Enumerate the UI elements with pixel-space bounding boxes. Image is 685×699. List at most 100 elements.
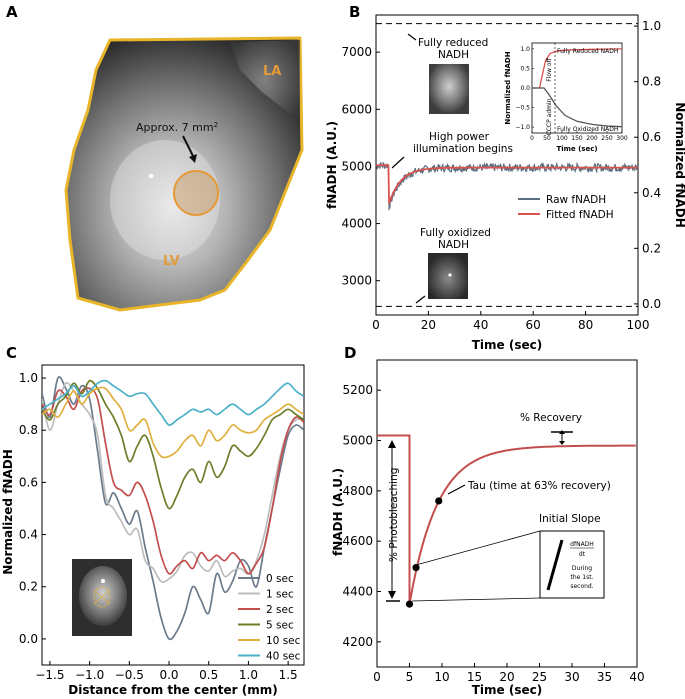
anno-reduced-2: NADH (438, 49, 469, 61)
d-xtick-label-6: 30 (564, 670, 579, 684)
reduced-thumbnail (429, 64, 469, 114)
c-xtick-label-2: −0.5 (115, 668, 144, 682)
d-box-line2: the 1st. (571, 574, 594, 581)
inset-bottom-label: Fully Oxidized NADH (557, 126, 618, 133)
d-recovery-arrowhead-down (559, 441, 565, 445)
b-legend-fit: Fitted fNADH (546, 209, 614, 221)
c-xtick-label-1: −1.0 (75, 668, 104, 682)
c-xtick-label-3: 0.0 (159, 668, 178, 682)
inset-ytick-label-2: 0.0 (520, 85, 530, 92)
b-xtick-label-0: 0 (372, 318, 380, 332)
d-ytick-label-3: 4800 (342, 484, 373, 498)
inset-ylabel: Normalized fNADH (504, 51, 512, 124)
b-y2tick-label-2: 0.4 (642, 186, 661, 200)
d-anno-slope: Initial Slope (539, 513, 601, 525)
d-slope-box (539, 530, 605, 599)
c-legend-label-2: 2 sec (266, 604, 294, 616)
c-series-5 (42, 379, 304, 426)
b-y2tick-label-3: 0.6 (642, 130, 661, 144)
b-xtick-label-3: 60 (526, 318, 541, 332)
c-thumbnail-spot (101, 579, 105, 583)
b-y2tick-label-4: 0.8 (642, 75, 661, 89)
c-series-1 (42, 382, 304, 583)
panel-c: C −1.5 −1.0 −0.5 0.0 0.5 1.0 1.5 0.0 0.2 0.4 0.6 0.… (1, 344, 305, 697)
d-xtick-label-3: 15 (467, 670, 482, 684)
anno-oxidized-1: Fully oxidized (420, 227, 491, 239)
d-xtick-label-7: 35 (597, 670, 612, 684)
inset-ytick-label-0: 1.0 (520, 46, 530, 53)
inset-xtick-label-6: 300 (616, 135, 628, 142)
d-ytick-label-1: 4400 (342, 585, 373, 599)
inset-ytick-label-3: −0.5 (515, 105, 530, 112)
plot-c-axes: −1.5 −1.0 −0.5 0.0 0.5 1.0 1.5 0.0 0.2 0.4 0.6 0.8 1… (19, 371, 298, 682)
inset-top-label: Fully Reduced NADH (557, 48, 618, 55)
anno-oxidized-arrow (415, 295, 426, 304)
roi-circle (173, 170, 219, 216)
la-label: LA (263, 64, 281, 79)
roi-arrow-head (189, 154, 197, 163)
c-legend-label-3: 5 sec (266, 620, 294, 632)
d-ytick-label-2: 4600 (342, 534, 373, 548)
c-thumbnail (72, 559, 132, 636)
d-xlabel: Time (sec) (472, 683, 542, 697)
c-ytick-label-4: 0.8 (19, 423, 38, 437)
bright-tissue-region (110, 140, 220, 260)
c-ytick-label-5: 1.0 (19, 371, 38, 385)
b-ytick-label-2: 5000 (341, 159, 372, 173)
b-ytick-label-1: 4000 (341, 217, 372, 231)
series-fitted-fnadh (376, 164, 638, 204)
b-xtick-label-2: 40 (473, 318, 488, 332)
d-ylabel: fNADH (A.U.) (331, 468, 345, 556)
c-thumbnail-line-2 (93, 589, 111, 605)
c-legend-label-5: 40 sec (266, 651, 301, 663)
c-series-4 (42, 386, 304, 459)
b-inset: 0 50 100 150 200 250 300 1.0 0.5 0.0 −0.5 −1.0 Full… (504, 42, 628, 153)
b-ylabel-left: fNADH (A.U.) (325, 121, 339, 209)
c-series-3 (42, 379, 304, 510)
c-ytick-label-3: 0.6 (19, 475, 38, 489)
d-box-line3: second. (570, 583, 593, 590)
c-ylabel: Normalized fNADH (1, 449, 15, 574)
anno-high-1: High power (429, 131, 490, 143)
c-legend: 0 sec 1 sec 2 sec 5 sec 10 sec 40 sec (238, 573, 301, 663)
inset-series-reduced (532, 48, 623, 89)
c-ytick-label-0: 0.0 (19, 632, 38, 646)
d-box-line1: During (572, 565, 592, 572)
inset-xtick-label-1: 50 (543, 135, 551, 142)
d-xtick-label-2: 10 (434, 670, 449, 684)
inset-xtick-label-4: 200 (586, 135, 598, 142)
inset-xtick-label-5: 250 (601, 135, 613, 142)
d-box-frac-den: dt (579, 551, 586, 558)
b-legend-raw: Raw fNADH (546, 194, 606, 206)
d-marker-1 (412, 564, 420, 572)
d-xtick-label-1: 5 (406, 670, 414, 684)
panel-b-label: B (349, 3, 360, 21)
panel-a: A LA LV Approx. 7 mm2 (6, 3, 304, 312)
d-xtick-label-4: 20 (499, 670, 514, 684)
d-ytick-label-4: 5000 (342, 434, 373, 448)
inset-xtick-label-2: 100 (556, 135, 568, 142)
d-series-fitted (377, 434, 636, 605)
oxidized-thumbnail-spot (448, 273, 452, 277)
d-recovery-arrowhead-up (559, 430, 565, 434)
plot-c-frame (41, 364, 305, 666)
b-ylabel-right: Normalized fNADH (673, 102, 685, 227)
d-slope-glyph (546, 539, 564, 591)
d-photobleach-arrow-up (388, 440, 396, 448)
c-xtick-label-0: −1.5 (35, 668, 64, 682)
b-y2tick-label-5: 1.0 (642, 19, 661, 33)
c-xlabel: Distance from the center (mm) (68, 683, 277, 697)
d-tau-arrow (447, 484, 466, 495)
anno-high-arrow (391, 156, 405, 169)
c-xtick-label-4: 0.5 (199, 668, 218, 682)
anno-high-2: illumination begins (413, 143, 513, 155)
lv-label: LV (163, 254, 180, 269)
d-markers (405, 497, 443, 608)
roi-annotation: Approx. 7 mm2 (136, 121, 218, 134)
inset-series-oxidized (532, 87, 623, 128)
b-xtick-label-5: 100 (627, 318, 650, 332)
d-ytick-label-5: 5200 (342, 383, 373, 397)
plot-c-series (42, 376, 304, 641)
d-slope-connector-top (415, 530, 541, 566)
c-legend-label-1: 1 sec (266, 589, 294, 601)
